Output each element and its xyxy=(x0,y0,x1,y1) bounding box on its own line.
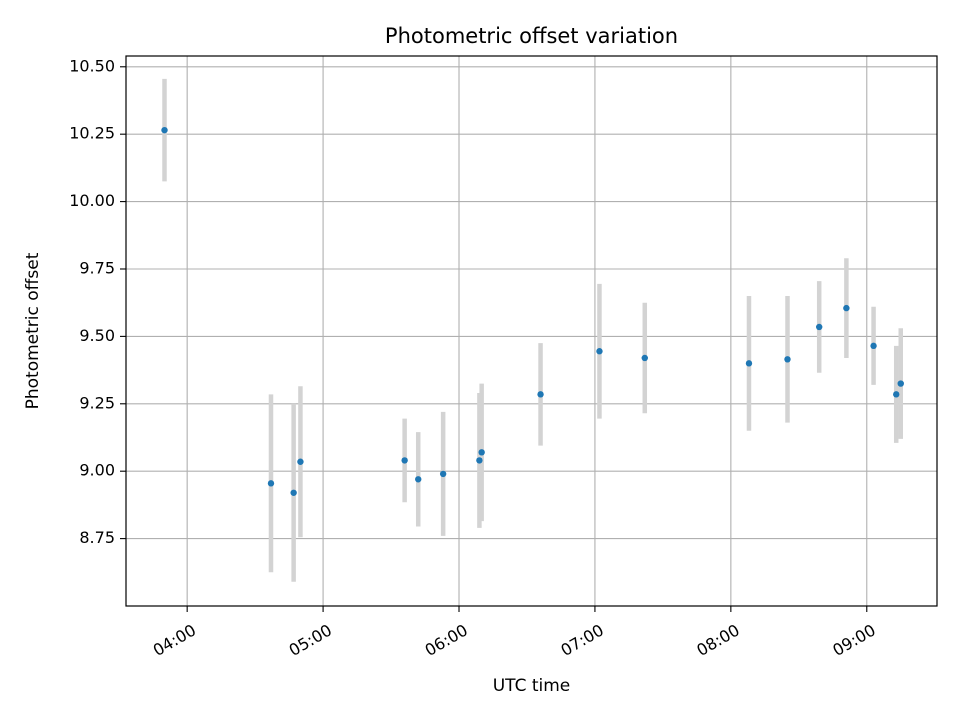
data-point xyxy=(843,304,850,312)
data-point xyxy=(297,458,304,465)
y-tick-label: 9.25 xyxy=(79,393,115,412)
data-point xyxy=(401,457,408,464)
data-point xyxy=(596,348,603,355)
y-tick-label: 10.00 xyxy=(69,191,115,210)
x-axis-title: UTC time xyxy=(493,676,571,696)
data-point xyxy=(784,356,791,363)
data-point xyxy=(161,126,168,134)
data-point xyxy=(267,480,275,487)
data-point xyxy=(478,449,485,456)
y-tick-label: 8.75 xyxy=(79,528,115,547)
data-point xyxy=(415,476,422,483)
chart-title: Photometric offset variation xyxy=(385,24,678,48)
data-point xyxy=(893,391,900,398)
data-point xyxy=(870,342,877,350)
data-point xyxy=(641,354,648,362)
data-point xyxy=(537,391,544,398)
y-tick-label: 9.50 xyxy=(79,326,115,345)
data-point xyxy=(897,380,904,387)
y-tick-label: 9.75 xyxy=(79,258,115,277)
data-point xyxy=(816,323,823,331)
y-tick-label: 9.00 xyxy=(79,461,115,480)
data-point xyxy=(290,489,297,496)
y-tick-label: 10.50 xyxy=(69,56,115,75)
grid-layer xyxy=(126,56,937,606)
y-axis-title: Photometric offset xyxy=(23,252,43,409)
plot-frame xyxy=(125,55,938,607)
data-point xyxy=(745,360,753,367)
point-layer xyxy=(161,126,904,496)
y-tick-label: 10.25 xyxy=(69,124,115,143)
data-point xyxy=(439,470,447,478)
data-point xyxy=(476,457,483,464)
